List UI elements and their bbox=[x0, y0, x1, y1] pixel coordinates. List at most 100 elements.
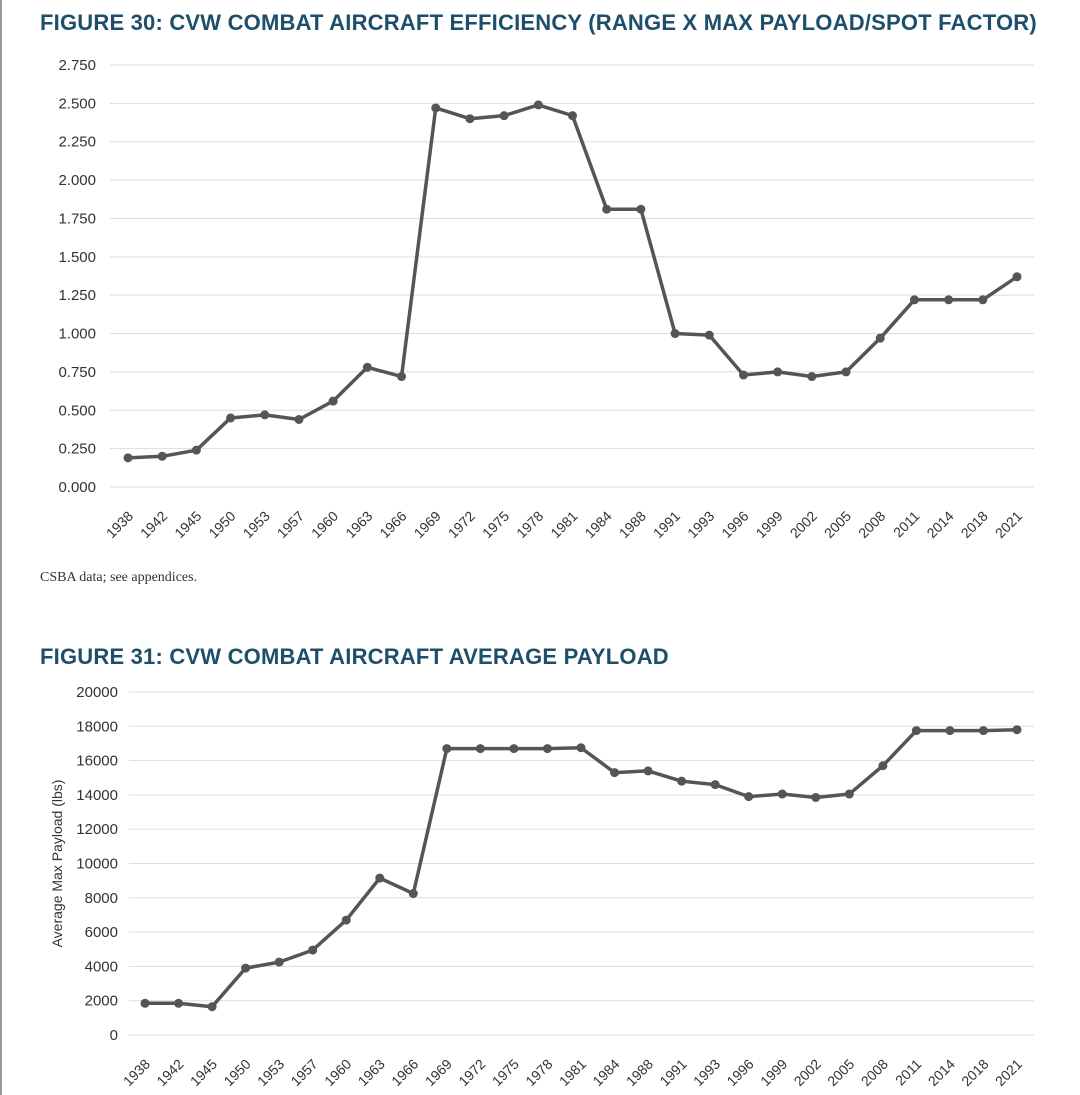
data-point bbox=[157, 451, 167, 461]
y-tick-label: 16000 bbox=[76, 753, 118, 770]
data-point bbox=[328, 396, 338, 406]
data-point bbox=[375, 873, 385, 883]
data-point bbox=[397, 372, 407, 382]
data-point bbox=[610, 768, 620, 778]
data-point bbox=[704, 330, 714, 340]
data-point bbox=[811, 792, 821, 802]
data-point bbox=[744, 792, 754, 802]
x-tick-label: 1993 bbox=[690, 1056, 723, 1089]
data-point bbox=[191, 445, 201, 455]
data-point bbox=[341, 915, 351, 925]
x-tick-label: 1942 bbox=[153, 1056, 186, 1089]
y-tick-label: 2000 bbox=[85, 993, 118, 1010]
figure-30-source: CSBA data; see appendices. bbox=[40, 570, 198, 585]
data-point bbox=[878, 761, 888, 771]
data-point bbox=[738, 370, 748, 380]
data-point bbox=[408, 889, 418, 899]
data-point bbox=[475, 744, 485, 754]
y-tick-label: 0.750 bbox=[58, 364, 96, 381]
y-tick-label: 2.750 bbox=[58, 57, 96, 74]
x-tick-label: 1996 bbox=[723, 1056, 756, 1089]
data-point bbox=[911, 726, 921, 736]
data-point bbox=[294, 414, 304, 424]
data-point bbox=[274, 957, 284, 967]
data-point bbox=[944, 295, 954, 305]
data-point bbox=[542, 744, 552, 754]
data-point bbox=[499, 111, 509, 121]
y-tick-label: 1.500 bbox=[58, 249, 96, 266]
figure-31-title: FIGURE 31: CVW COMBAT AIRCRAFT AVERAGE P… bbox=[40, 644, 669, 669]
data-point bbox=[1012, 725, 1022, 735]
x-tick-label: 1969 bbox=[422, 1056, 455, 1089]
x-tick-label: 1999 bbox=[757, 1056, 790, 1089]
x-tick-label: 2005 bbox=[824, 1056, 857, 1089]
data-point bbox=[777, 789, 787, 799]
data-point bbox=[841, 367, 851, 377]
data-point bbox=[978, 726, 988, 736]
y-tick-label: 4000 bbox=[85, 958, 118, 975]
data-point bbox=[670, 329, 680, 339]
y-tick-label: 0.500 bbox=[58, 402, 96, 419]
data-point bbox=[710, 780, 720, 790]
x-tick-label: 1957 bbox=[287, 1056, 320, 1089]
x-tick-label: 1981 bbox=[556, 1056, 589, 1089]
data-point bbox=[431, 103, 441, 113]
x-tick-label: 1963 bbox=[355, 1056, 388, 1089]
y-tick-label: 1.750 bbox=[58, 210, 96, 227]
data-point bbox=[123, 453, 133, 463]
y-tick-label: 18000 bbox=[76, 718, 118, 735]
y-tick-label: 0 bbox=[110, 1027, 118, 1044]
y-tick-label: 2.500 bbox=[58, 95, 96, 112]
x-tick-label: 1945 bbox=[187, 1056, 220, 1089]
x-tick-label: 2011 bbox=[892, 1056, 925, 1089]
data-point bbox=[308, 945, 318, 955]
x-tick-label: 2014 bbox=[925, 1056, 958, 1089]
data-point bbox=[533, 100, 543, 110]
data-point bbox=[442, 744, 452, 754]
x-tick-label: 1950 bbox=[220, 1056, 253, 1089]
y-tick-label: 1.000 bbox=[58, 326, 96, 343]
data-point bbox=[362, 362, 372, 372]
y-tick-label: 2.000 bbox=[58, 172, 96, 189]
x-tick-label: 2018 bbox=[958, 1056, 991, 1089]
data-point bbox=[945, 726, 955, 736]
data-point bbox=[807, 372, 817, 382]
x-tick-label: 1988 bbox=[623, 1056, 656, 1089]
y-tick-label: 0.250 bbox=[58, 441, 96, 458]
data-point bbox=[226, 413, 236, 423]
x-tick-label: 2021 bbox=[992, 1056, 1025, 1089]
data-point bbox=[241, 963, 251, 973]
y-tick-label: 2.250 bbox=[58, 134, 96, 151]
x-tick-label: 1966 bbox=[388, 1056, 421, 1089]
y-tick-label: 8000 bbox=[85, 890, 118, 907]
y-tick-label: 0.000 bbox=[58, 479, 96, 496]
y-tick-label: 12000 bbox=[76, 821, 118, 838]
series-line bbox=[145, 727, 1018, 1009]
data-point bbox=[1012, 272, 1022, 282]
data-point bbox=[844, 789, 854, 799]
x-tick-label: 1978 bbox=[522, 1056, 555, 1089]
data-point bbox=[643, 766, 653, 776]
y-axis-label: Average Max Payload (lbs) bbox=[49, 780, 65, 948]
data-point bbox=[978, 295, 988, 305]
y-tick-label: 20000 bbox=[76, 684, 118, 701]
x-tick-label: 1984 bbox=[589, 1056, 622, 1089]
data-point bbox=[140, 998, 150, 1008]
x-tick-label: 1960 bbox=[321, 1056, 354, 1089]
y-tick-label: 14000 bbox=[76, 787, 118, 804]
data-point bbox=[636, 204, 646, 214]
x-tick-label: 2008 bbox=[858, 1056, 891, 1089]
data-point bbox=[465, 114, 475, 124]
y-tick-label: 6000 bbox=[85, 924, 118, 941]
x-tick-label: 1975 bbox=[489, 1056, 522, 1089]
data-point bbox=[677, 776, 687, 786]
figure-30-title: FIGURE 30: CVW COMBAT AIRCRAFT EFFICIENC… bbox=[40, 10, 1037, 35]
x-tick-label: 1938 bbox=[120, 1056, 153, 1089]
y-tick-label: 1.250 bbox=[58, 287, 96, 304]
data-point bbox=[875, 333, 885, 343]
data-point bbox=[260, 410, 270, 420]
data-point bbox=[773, 367, 783, 377]
data-point bbox=[568, 111, 577, 121]
data-point bbox=[174, 998, 184, 1008]
